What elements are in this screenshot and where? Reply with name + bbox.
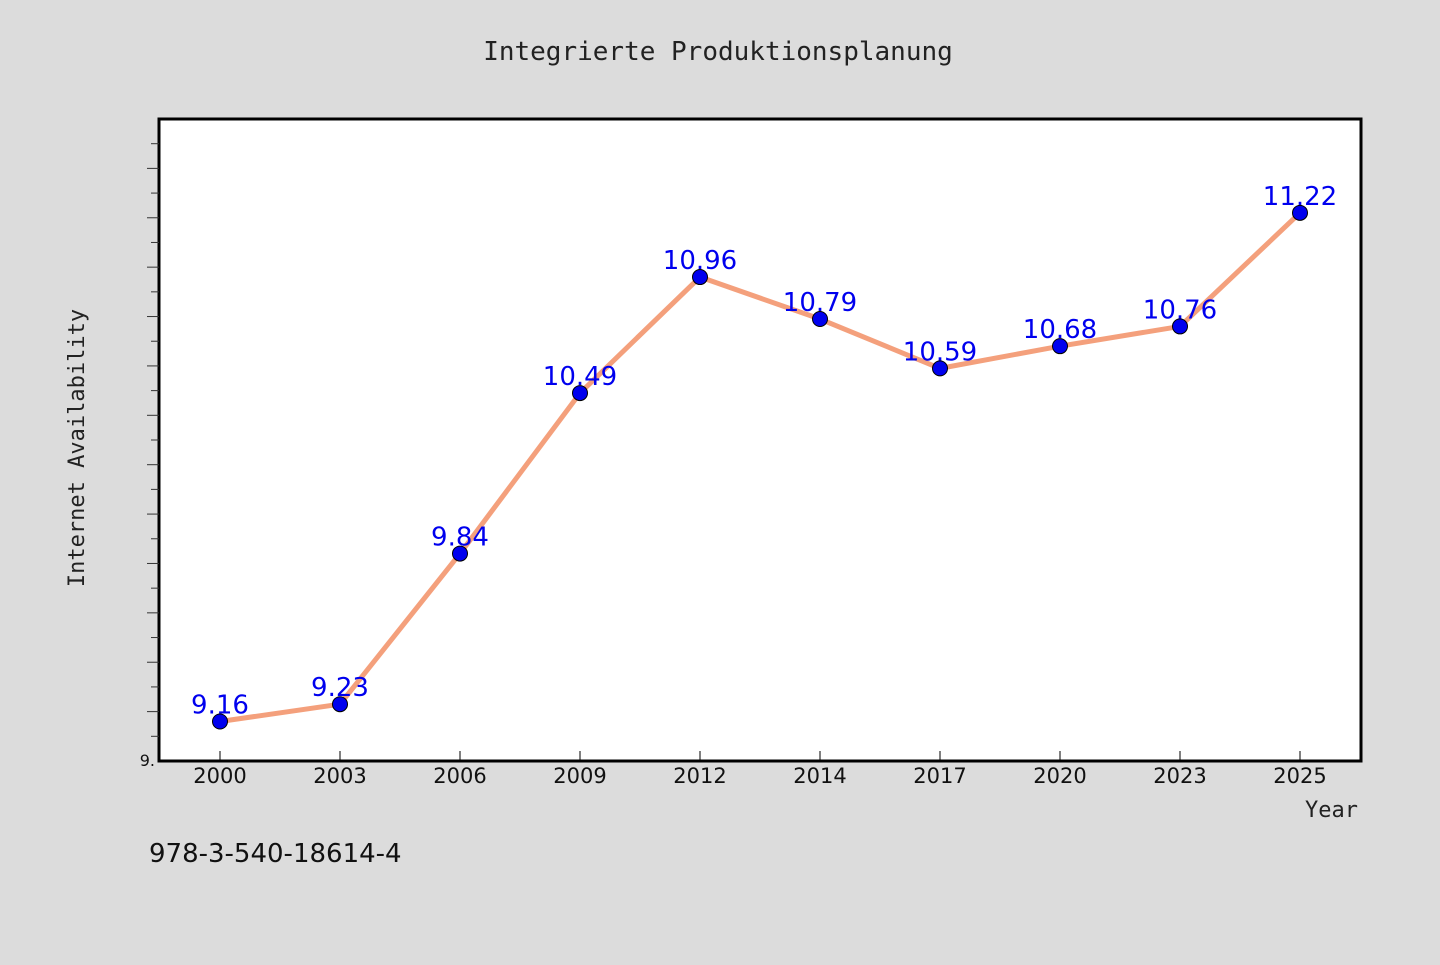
series-line: [219, 211, 1302, 724]
data-label: 10.96: [663, 246, 737, 276]
data-label: 10.59: [903, 337, 977, 367]
x-tick-label: 2017: [913, 764, 966, 788]
x-axis-ticks: 2000 2003 2006 2009 2012 2014 2017 2020 2023 2025: [193, 751, 1327, 788]
data-point: [932, 360, 948, 377]
y-axis-ticks: 9.: [140, 143, 159, 770]
x-tick-label: 2012: [673, 764, 726, 788]
x-tick-label: 2014: [793, 764, 846, 788]
footnote: 978-3-540-18614-4: [149, 839, 402, 869]
x-tick-label: 2000: [193, 764, 246, 788]
data-point: [692, 269, 708, 286]
chart-title: Integrierte Produktionsplanung: [483, 37, 953, 67]
x-tick-label: 2006: [433, 764, 486, 788]
data-point: [572, 385, 588, 402]
data-label: 9.23: [311, 673, 369, 703]
data-point: [212, 713, 228, 730]
y-axis-label: Internet Availability: [65, 309, 90, 587]
data-label: 10.76: [1143, 295, 1217, 325]
data-point: [1292, 204, 1308, 221]
data-point: [812, 311, 828, 328]
series-layer: 9.16 9.23 9.84 10.49 10.96 10.79 10.59 10.68 10.…: [191, 182, 1337, 730]
data-label: 9.16: [191, 690, 249, 720]
x-axis-label: Year: [1305, 798, 1358, 823]
data-label: 10.49: [543, 362, 617, 392]
data-point: [1052, 338, 1068, 355]
plot-background: [157, 117, 1363, 763]
data-point: [332, 696, 348, 713]
x-tick-label: 2009: [553, 764, 606, 788]
data-point: [1172, 318, 1188, 335]
x-tick-label: 2020: [1033, 764, 1086, 788]
data-point: [452, 545, 468, 562]
data-label: 10.68: [1023, 315, 1097, 345]
y-tick-label: 9.: [140, 751, 155, 770]
x-tick-label: 2023: [1153, 764, 1206, 788]
x-tick-label: 2025: [1273, 764, 1326, 788]
data-label: 10.79: [783, 288, 857, 318]
data-label: 9.84: [431, 523, 489, 553]
data-label: 11.22: [1263, 182, 1337, 212]
x-tick-label: 2003: [313, 764, 366, 788]
